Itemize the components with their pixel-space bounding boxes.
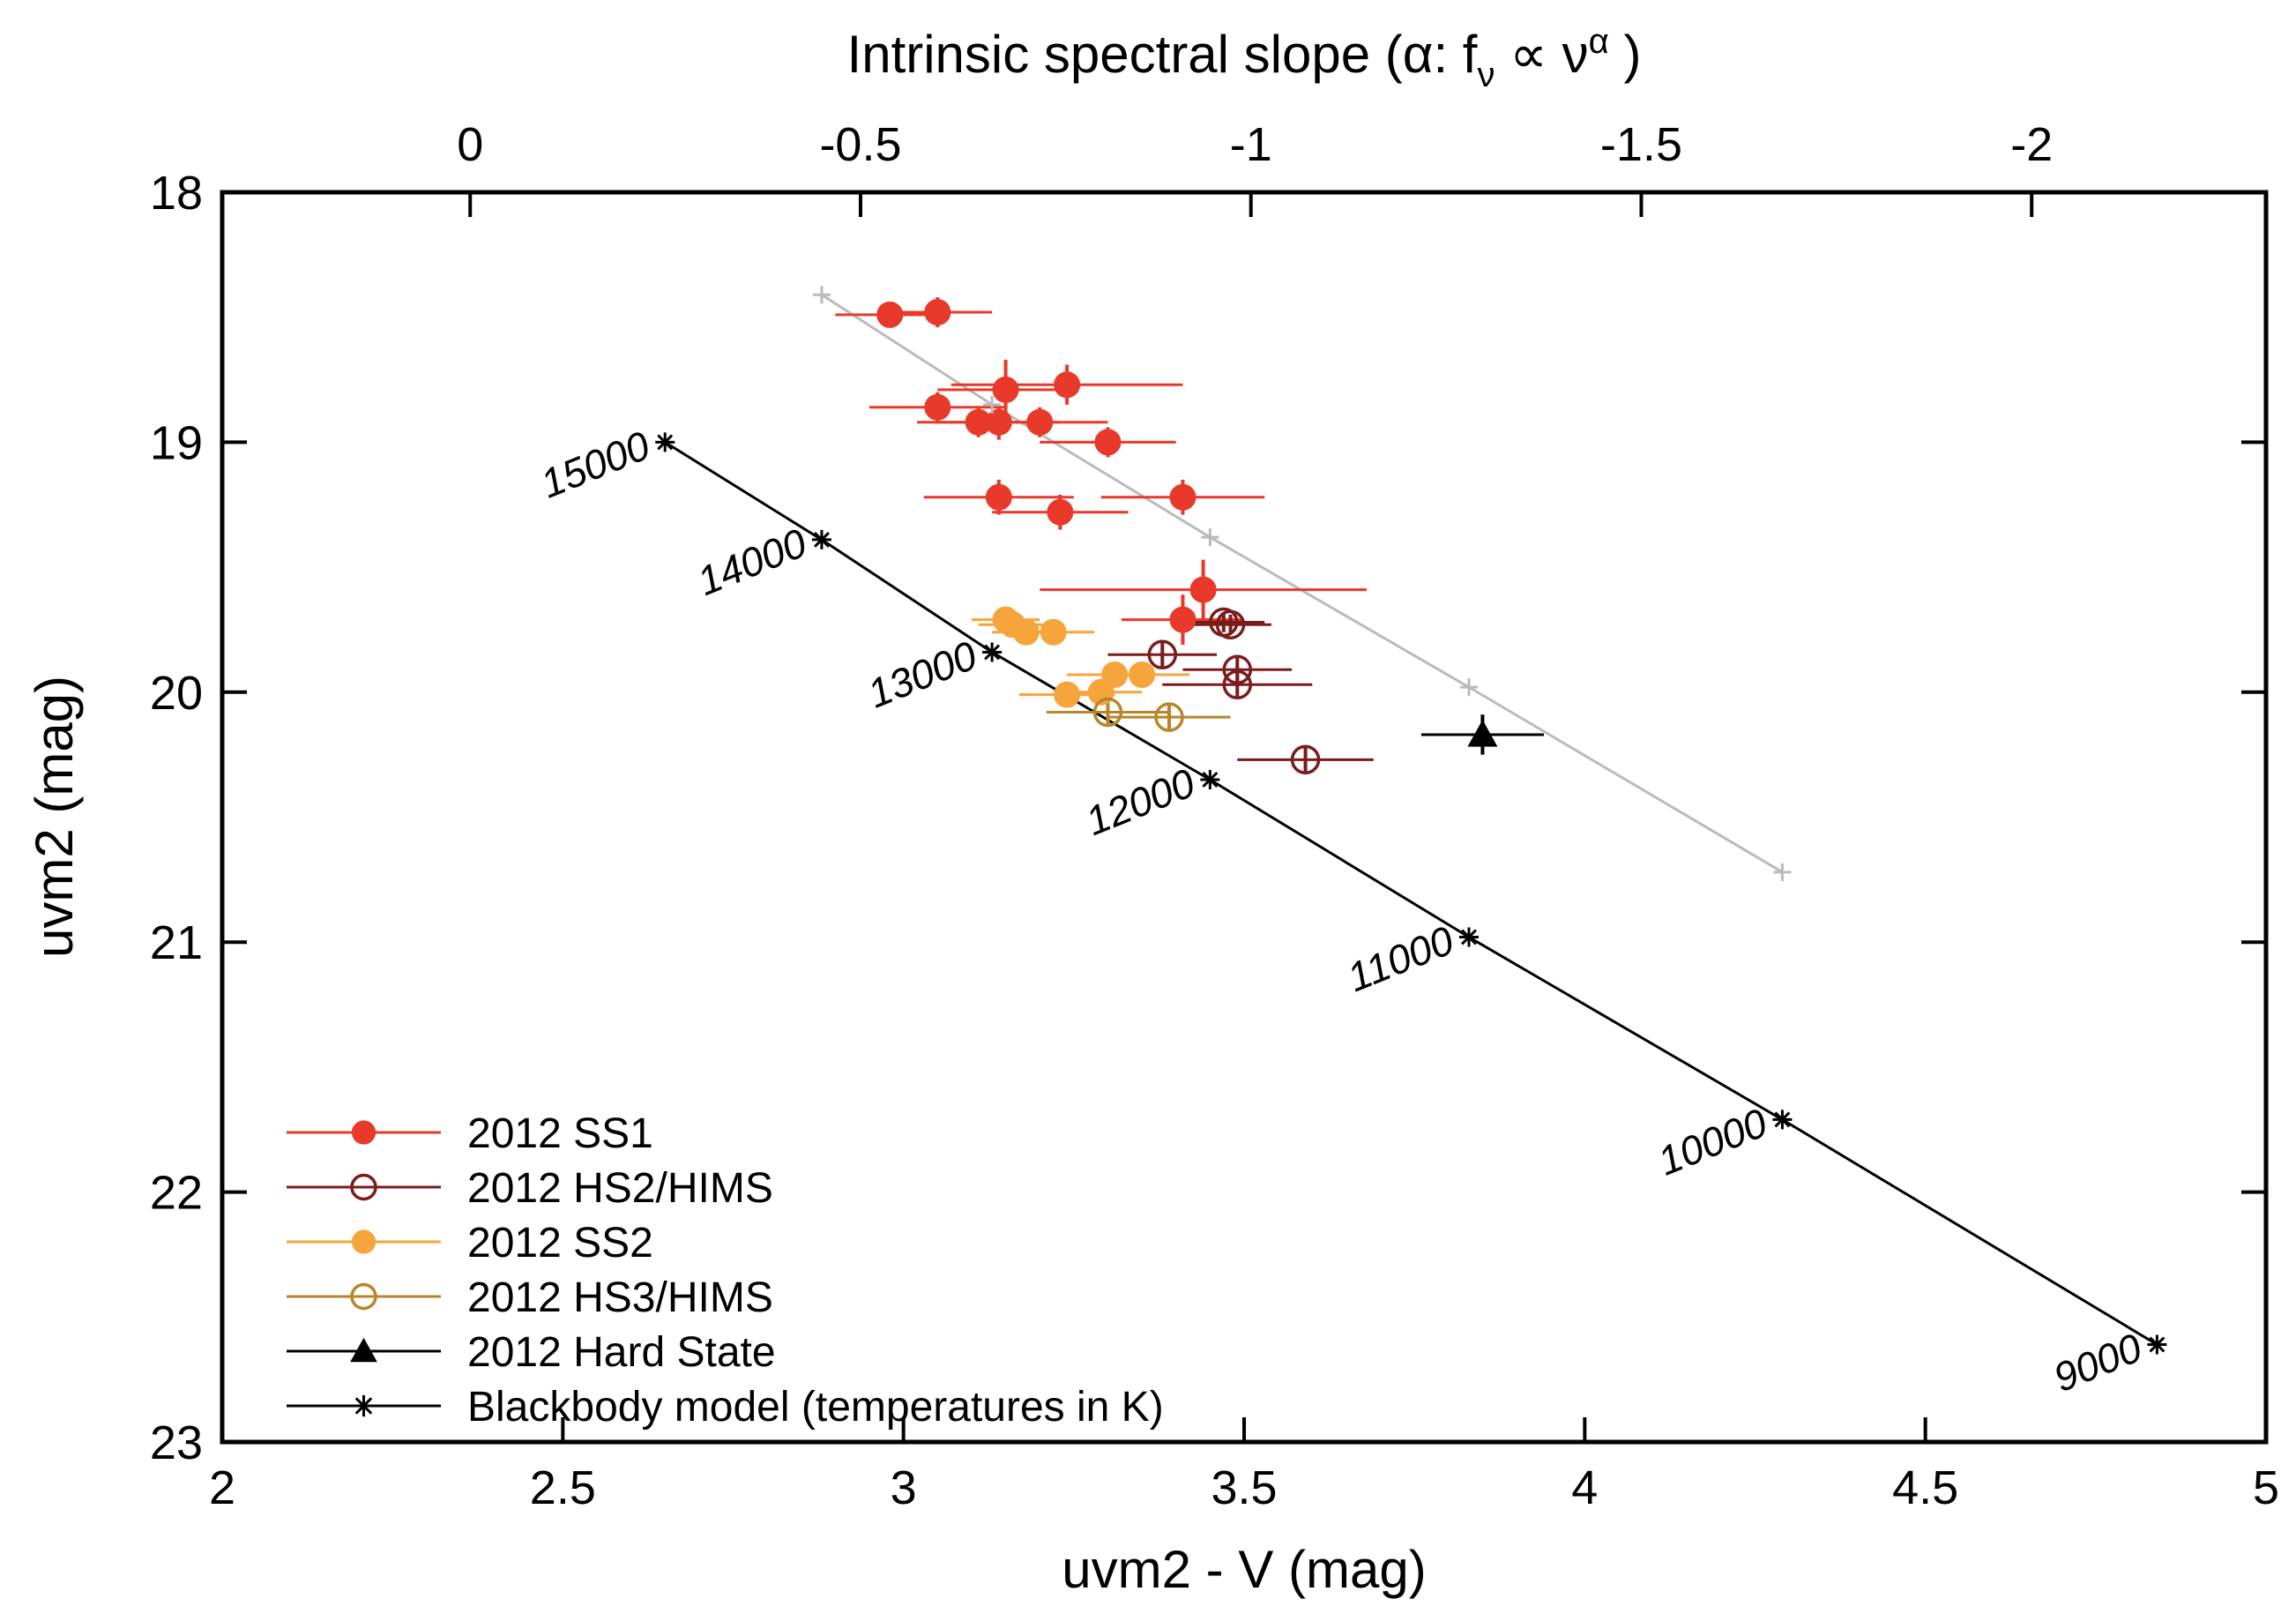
x-tick-label-2: 3 [891, 1461, 917, 1514]
x-tick-label-1: 2.5 [530, 1461, 596, 1514]
2012-ss1-point-7 [1026, 408, 1054, 436]
x2-axis-title: Intrinsic spectral slope (α: fν ∝ να ) [847, 22, 1642, 94]
x2-tick-label-3: -1.5 [1600, 118, 1682, 171]
x-tick-label-4: 4 [1571, 1461, 1598, 1514]
y-tick-label-1: 19 [150, 416, 203, 469]
2012-ss1-point-12 [1189, 576, 1217, 603]
model-line-5 [664, 441, 2158, 1346]
x-tick-label-3: 3.5 [1211, 1461, 1277, 1514]
2012-hs2-hims-point-4 [1222, 669, 1253, 700]
blackbody-model-temperatures-in-k-point-5 [1772, 1110, 1793, 1130]
model-curve-6-point-0 [812, 286, 831, 304]
temperature-label-9000: 9000 [2047, 1324, 2149, 1401]
x2-tick-label-2: -1 [1230, 118, 1272, 171]
data-markers [655, 286, 2167, 1355]
model-curve-6-point-1 [983, 395, 1002, 414]
2012-hs2-hims-point-2 [1147, 639, 1178, 670]
2012-ss2-point-3 [1040, 618, 1067, 646]
x2-title-sub: ν [1477, 56, 1495, 94]
error-bars [835, 297, 1544, 773]
x2-title-end: ) [1609, 25, 1642, 84]
2012-ss1-point-1 [924, 299, 951, 326]
x2-title-mid: ∝ ν [1495, 25, 1588, 84]
x-axis-title: uvm2 - V (mag) [1062, 1540, 1426, 1599]
2012-ss2-point-2 [1012, 618, 1040, 646]
legend-2012-hard-state-marker [350, 1337, 377, 1363]
legend-2012-ss1-label: 2012 SS1 [467, 1110, 653, 1157]
blackbody-model-temperatures-in-k-point-2 [982, 642, 1003, 662]
x2-tick-label-0: 0 [457, 118, 483, 171]
model-curve-6-point-2 [1201, 528, 1219, 547]
legend: 2012 SS1 2012 HS2/HIMS 2012 SS2 2012 HS3/HI… [287, 1110, 1164, 1431]
x-tick-label-6: 5 [2253, 1461, 2279, 1514]
2012-ss2-point-6 [1054, 681, 1081, 708]
blackbody-model-temperatures-in-k-point-1 [811, 529, 831, 549]
2012-hs2-hims-point-3 [1222, 654, 1253, 685]
legend-blackbody-model-temperatures-in-k-marker [353, 1394, 375, 1417]
2012-ss1-point-0 [876, 301, 904, 328]
temperature-label-14000: 14000 [691, 519, 813, 604]
legend-2012-ss2-label: 2012 SS2 [467, 1220, 653, 1267]
2012-ss1-point-10 [1047, 498, 1074, 526]
legend-blackbody-model-temperatures-in-k-label: Blackbody model (temperatures in K) [467, 1384, 1164, 1431]
2012-hard-state-point-0 [1467, 719, 1498, 747]
model-curve-6-point-4 [1773, 863, 1792, 881]
blackbody-model-temperatures-in-k-point-3 [1200, 769, 1220, 789]
y-axis-title: uvm2 (mag) [25, 676, 84, 958]
2012-ss1-point-8 [1094, 429, 1122, 456]
temperature-label-10000: 10000 [1651, 1099, 1773, 1184]
legend-2012-hs3-hims-label: 2012 HS3/HIMS [467, 1274, 773, 1321]
x-tick-label-5: 4.5 [1892, 1461, 1958, 1514]
blackbody-model-temperatures-in-k-point-6 [2147, 1334, 2167, 1355]
2012-hs3-hims-point-0 [1092, 697, 1123, 728]
2012-ss1-point-5 [992, 376, 1019, 403]
model-lines [664, 293, 2158, 1346]
2012-hs2-hims-point-1 [1215, 609, 1246, 640]
2012-ss1-point-11 [1169, 483, 1196, 511]
x2-title-main: Intrinsic spectral slope (α: f [847, 25, 1478, 84]
y-tick-label-5: 23 [150, 1416, 203, 1469]
temperature-label-13000: 13000 [861, 631, 983, 716]
temperature-label-11000: 11000 [1341, 916, 1460, 1000]
legend-2012-hard-state-label: 2012 Hard State [467, 1329, 776, 1376]
y-tick-label-0: 18 [150, 167, 203, 220]
2012-ss1-point-6 [1054, 371, 1081, 399]
blackbody-model-temperatures-in-k-point-4 [1458, 927, 1479, 947]
temperature-labels: 15000 14000 13000 12000 11000 10000 9000 [534, 422, 2149, 1401]
temperature-label-12000: 12000 [1079, 759, 1201, 844]
x2-title-sup: α [1589, 22, 1609, 61]
2012-hs3-hims-point-1 [1154, 702, 1184, 732]
2012-ss2-point-5 [1129, 661, 1156, 688]
2012-ss1-point-2 [924, 393, 951, 421]
y-tick-label-4: 22 [150, 1167, 203, 1220]
axis-ticks: 2 2.5 3 3.5 4 4.5 5 18 19 20 21 22 23 0 -0.5 -1 -1.5 -2 [150, 118, 2279, 1514]
legend-2012-hs2-hims-label: 2012 HS2/HIMS [467, 1165, 773, 1212]
legend-2012-ss1-marker [351, 1120, 376, 1145]
2012-ss1-point-13 [1169, 606, 1196, 633]
legend-2012-ss2-marker [351, 1229, 376, 1254]
2012-ss2-point-4 [1101, 661, 1129, 688]
x-tick-label-0: 2 [209, 1461, 235, 1514]
model-curve-6-point-3 [1459, 678, 1478, 697]
2012-ss1-point-9 [985, 483, 1012, 511]
y-tick-label-2: 20 [150, 667, 203, 720]
2012-ss1-point-4 [985, 408, 1012, 436]
y-tick-label-3: 21 [150, 916, 203, 969]
2012-hs2-hims-point-5 [1290, 744, 1321, 775]
temperature-label-15000: 15000 [534, 422, 656, 506]
legend-2012-hs3-hims-marker [350, 1282, 377, 1311]
model-line-6 [821, 293, 1784, 874]
blackbody-model-temperatures-in-k-point-0 [655, 432, 675, 452]
x2-tick-label-4: -2 [2010, 118, 2053, 171]
legend-2012-hs2-hims-marker [350, 1173, 377, 1201]
x2-tick-label-1: -0.5 [819, 118, 901, 171]
